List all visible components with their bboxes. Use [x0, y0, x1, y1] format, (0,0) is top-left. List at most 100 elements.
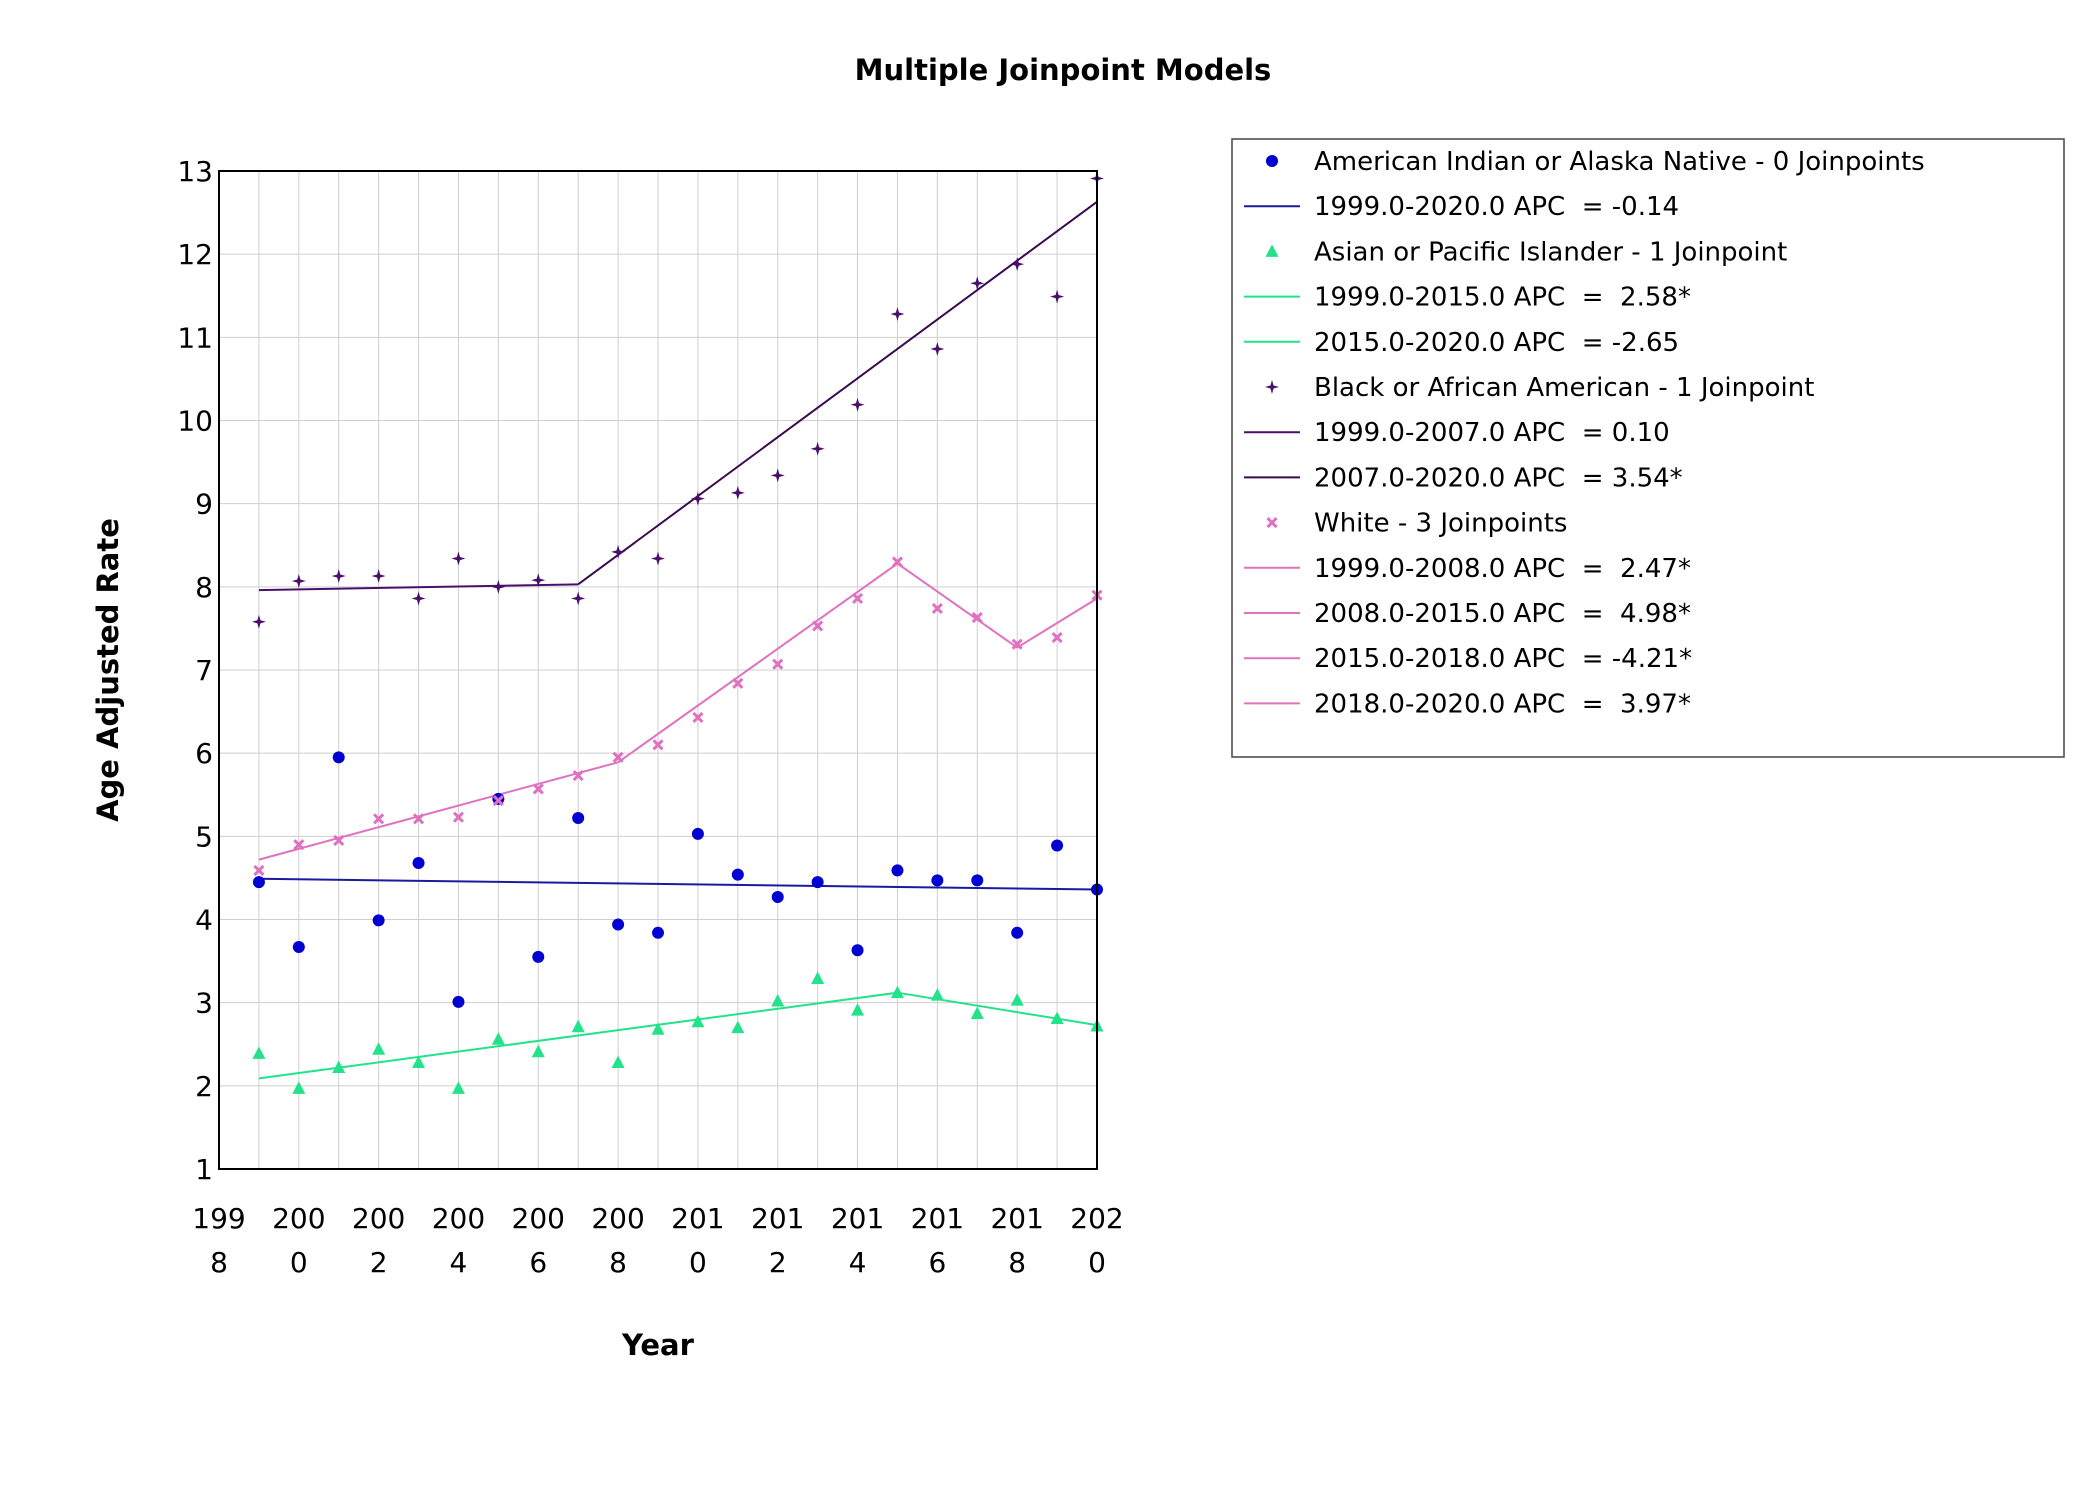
- data-point-series-1: [332, 1060, 346, 1074]
- data-point-series-1: [412, 1055, 426, 1069]
- data-point-series-3: [692, 711, 704, 723]
- svg-text:200: 200: [512, 1202, 565, 1235]
- svg-text:8: 8: [1008, 1246, 1026, 1279]
- svg-text:200: 200: [591, 1202, 644, 1235]
- legend-segment-label: 2018.0-2020.0 APC = 3.97*: [1314, 689, 1691, 719]
- data-point-series-0: [891, 864, 904, 877]
- legend-segment: 1999.0-2020.0 APC = -0.14: [1244, 192, 1679, 222]
- data-point-series-1: [451, 1081, 465, 1094]
- legend-segment-label: 2008.0-2015.0 APC = 4.98*: [1314, 599, 1691, 629]
- y-tick-label: 6: [195, 737, 213, 770]
- data-point-series-2: [251, 614, 266, 629]
- data-point-series-1: [1010, 993, 1024, 1006]
- data-point-series-1: [1050, 1011, 1064, 1024]
- y-axis-title: Age Adjusted Rate: [91, 518, 125, 822]
- data-point-series-0: [532, 950, 545, 963]
- legend-segment: 2015.0-2020.0 APC = -2.65: [1244, 328, 1679, 358]
- y-tick-label: 5: [195, 820, 213, 853]
- legend-segment-label: 1999.0-2015.0 APC = 2.58*: [1314, 283, 1691, 313]
- data-point-series-1: [771, 994, 785, 1007]
- data-point-series-1: [491, 1032, 505, 1045]
- data-point-series-3: [732, 677, 744, 689]
- legend-segment-label: 2015.0-2018.0 APC = -4.21*: [1314, 644, 1692, 674]
- fit-segment-series-3: [258, 761, 619, 861]
- data-point-series-3: [931, 602, 943, 615]
- legend-segment-label: 2015.0-2020.0 APC = -2.65: [1314, 328, 1679, 358]
- data-point-series-2: [291, 574, 306, 589]
- data-point-series-1: [731, 1020, 745, 1034]
- data-point-series-1: [252, 1046, 266, 1059]
- svg-text:6: 6: [928, 1246, 946, 1279]
- data-point-series-3: [452, 811, 465, 823]
- y-tick-label: 3: [195, 987, 213, 1020]
- data-point-series-1: [372, 1042, 386, 1055]
- svg-text:200: 200: [352, 1202, 405, 1235]
- data-point-series-1: [851, 1003, 865, 1016]
- data-point-series-3: [1011, 638, 1023, 650]
- data-point-series-0: [372, 914, 385, 927]
- data-point-series-3: [971, 612, 983, 624]
- data-point-series-0: [691, 827, 704, 840]
- data-point-series-2: [651, 551, 665, 566]
- x-tick-label: 2008: [591, 1202, 644, 1279]
- x-axis-ticks: 1998200020022004200620082010201220142016…: [192, 1202, 1123, 1279]
- data-point-series-2: [571, 591, 586, 606]
- data-point-series-1: [811, 971, 825, 985]
- data-point-series-2: [331, 569, 346, 584]
- x-axis-title: Year: [621, 1328, 695, 1362]
- plot-area: [218, 170, 1098, 1170]
- legend-marker: [1266, 517, 1278, 529]
- data-point-series-3: [293, 839, 305, 851]
- data-point-series-0: [412, 856, 425, 869]
- y-tick-label: 10: [177, 405, 213, 438]
- legend-box: [1231, 138, 2065, 758]
- y-tick-label: 2: [195, 1070, 213, 1103]
- y-tick-label: 1: [195, 1153, 213, 1186]
- data-point-series-0: [292, 940, 305, 953]
- data-point-series-3: [412, 813, 425, 825]
- svg-text:200: 200: [432, 1202, 485, 1235]
- data-point-series-0: [332, 751, 345, 764]
- y-tick-label: 8: [195, 571, 213, 604]
- data-point-series-3: [851, 592, 864, 605]
- y-tick-label: 4: [195, 904, 213, 937]
- data-point-series-0: [971, 874, 984, 887]
- svg-text:4: 4: [450, 1246, 468, 1279]
- data-point-series-0: [1051, 839, 1064, 852]
- y-tick-label: 11: [177, 321, 213, 354]
- legend-segment: 1999.0-2015.0 APC = 2.58*: [1244, 283, 1691, 313]
- legend-series-1: Asian or Pacific Islander - 1 Joinpoint: [1265, 237, 1787, 267]
- data-point-series-0: [931, 874, 944, 887]
- data-point-series-2: [690, 491, 705, 506]
- svg-text:201: 201: [831, 1202, 884, 1235]
- data-points: [251, 171, 1104, 1094]
- legend-series-0: American Indian or Alaska Native - 0 Joi…: [1266, 147, 1925, 177]
- data-point-series-0: [612, 918, 625, 931]
- svg-text:0: 0: [689, 1246, 707, 1279]
- data-point-series-0: [452, 995, 465, 1008]
- svg-text:6: 6: [529, 1246, 547, 1279]
- legend-series-2: Black or African American - 1 Joinpoint: [1265, 373, 1814, 403]
- legend-label: White - 3 Joinpoints: [1314, 509, 1567, 539]
- y-tick-label: 7: [195, 654, 213, 687]
- fit-segment-series-2: [258, 583, 579, 592]
- fit-segment-series-2: [577, 200, 1098, 586]
- data-point-series-2: [770, 468, 785, 483]
- data-point-series-0: [572, 812, 585, 825]
- data-point-series-0: [252, 876, 265, 889]
- svg-text:201: 201: [751, 1202, 804, 1235]
- data-point-series-2: [730, 485, 745, 500]
- data-point-series-2: [850, 397, 865, 412]
- data-point-series-2: [451, 551, 466, 566]
- legend-segment: 1999.0-2007.0 APC = 0.10: [1244, 418, 1670, 448]
- legend-segment: 2015.0-2018.0 APC = -4.21*: [1244, 644, 1692, 674]
- data-point-series-0: [731, 868, 744, 881]
- data-point-series-0: [771, 891, 784, 904]
- svg-text:4: 4: [849, 1246, 867, 1279]
- legend-series-3: White - 3 Joinpoints: [1266, 509, 1567, 539]
